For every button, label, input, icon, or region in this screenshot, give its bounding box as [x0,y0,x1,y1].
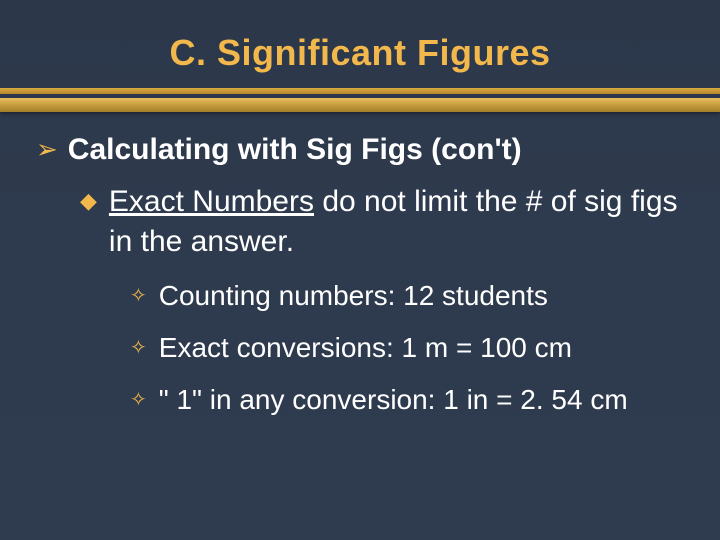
slide-title: C. Significant Figures [169,32,550,74]
bullet-level-3: ✧ Counting numbers: 12 students [130,278,692,314]
star-icon: ✧ [130,278,147,314]
lvl3-text: Counting numbers: 12 students [159,278,548,314]
lvl2-text: Exact Numbers do not limit the # of sig … [109,182,692,262]
lvl3-text: Exact conversions: 1 m = 100 cm [159,330,572,366]
divider-bar-thin [0,88,720,94]
slide: C. Significant Figures ➢ Calculating wit… [0,0,720,540]
star-icon: ✧ [130,382,147,418]
slide-body: ➢ Calculating with Sig Figs (con't) ◆ Ex… [36,132,692,434]
diamond-icon: ◆ [80,182,97,220]
arrow-icon: ➢ [36,132,58,166]
lvl3-text: " 1" in any conversion: 1 in = 2. 54 cm [159,382,628,418]
divider-bar-thick [0,98,720,112]
bullet-level-2: ◆ Exact Numbers do not limit the # of si… [80,182,692,262]
bullet-level-3: ✧ Exact conversions: 1 m = 100 cm [130,330,692,366]
bullet-level-1: ➢ Calculating with Sig Figs (con't) [36,132,692,168]
lvl2-underlined: Exact Numbers [109,185,314,218]
bullet-level-3: ✧ " 1" in any conversion: 1 in = 2. 54 c… [130,382,692,418]
lvl1-text: Calculating with Sig Figs (con't) [68,132,522,168]
star-icon: ✧ [130,330,147,366]
